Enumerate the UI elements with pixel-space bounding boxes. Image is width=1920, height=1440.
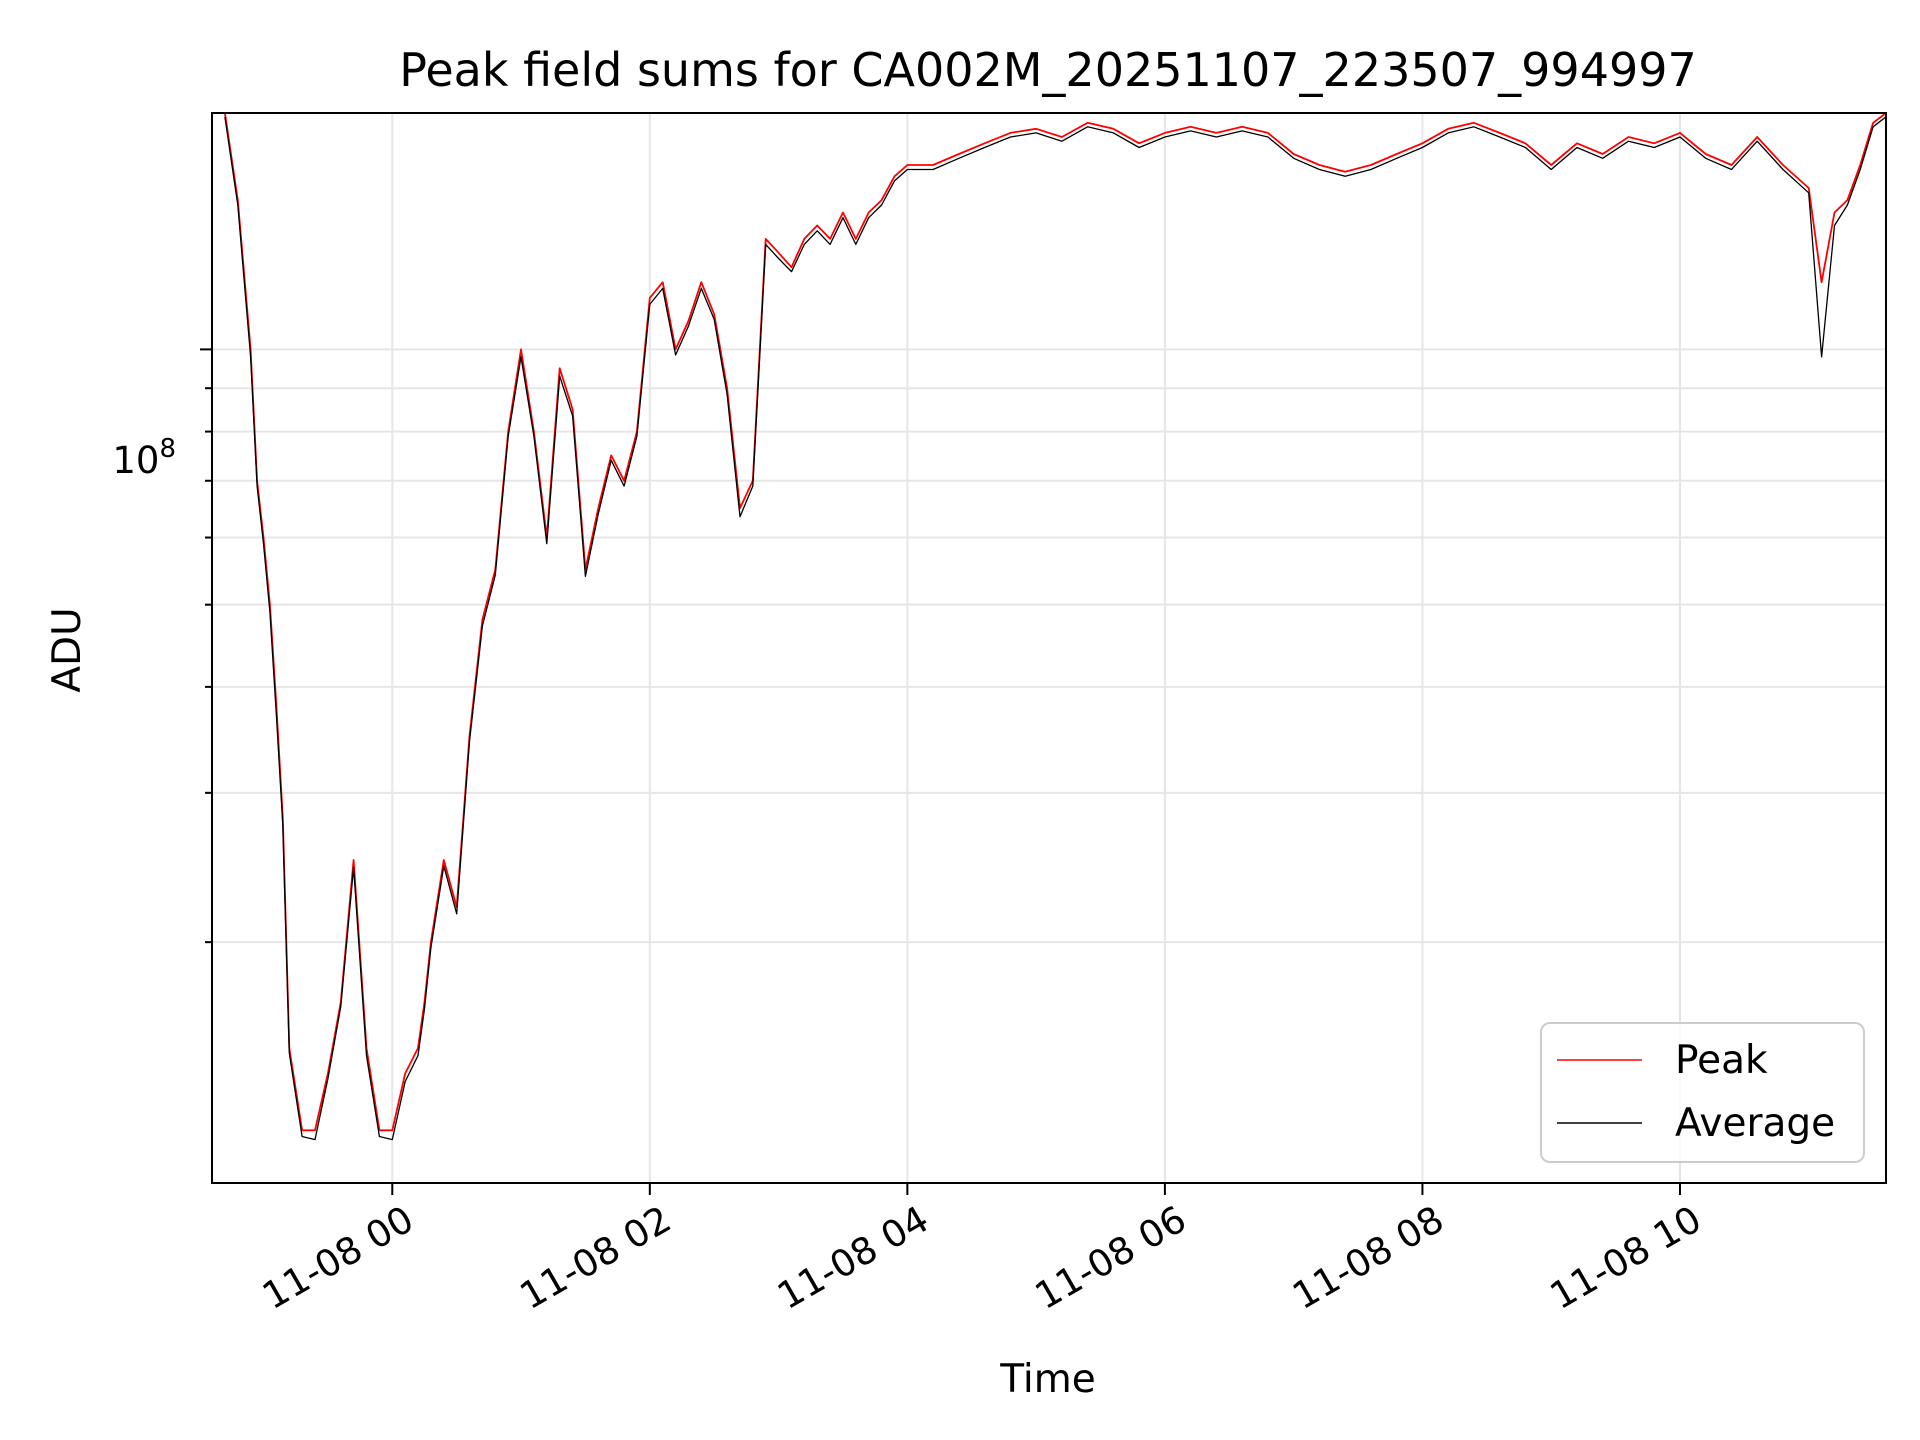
x-tick-label: 11-08 06 — [1028, 1198, 1194, 1318]
x-axis-label: Time — [999, 1357, 1095, 1402]
grid — [212, 113, 1886, 1183]
y-axis: 108 — [112, 348, 212, 944]
chart-title: Peak field sums for CA002M_20251107_2235… — [399, 43, 1697, 97]
legend-label-average: Average — [1675, 1101, 1835, 1146]
series-line-average — [224, 116, 1887, 1141]
y-tick-exponent: 8 — [159, 434, 176, 464]
series-line-peak — [224, 112, 1887, 1132]
y-axis-label: ADU — [45, 607, 90, 692]
legend-box — [1540, 1022, 1865, 1163]
y-tick-label-1e8: 108 — [112, 434, 176, 482]
x-tick-label: 11-08 10 — [1543, 1198, 1709, 1318]
series-group — [224, 112, 1887, 1141]
x-tick-label: 11-08 02 — [513, 1198, 679, 1318]
x-tick-label: 11-08 04 — [770, 1198, 936, 1318]
legend: Peak Average — [1540, 1022, 1865, 1163]
legend-label-peak: Peak — [1675, 1038, 1768, 1083]
x-tick-label: 11-08 00 — [255, 1198, 421, 1318]
x-axis: 11-08 00 11-08 02 11-08 04 11-08 06 11-08 08… — [255, 1183, 1708, 1318]
y-tick-base: 10 — [112, 439, 159, 482]
plot-frame — [211, 112, 1887, 1184]
x-tick-label: 11-08 08 — [1285, 1198, 1451, 1318]
